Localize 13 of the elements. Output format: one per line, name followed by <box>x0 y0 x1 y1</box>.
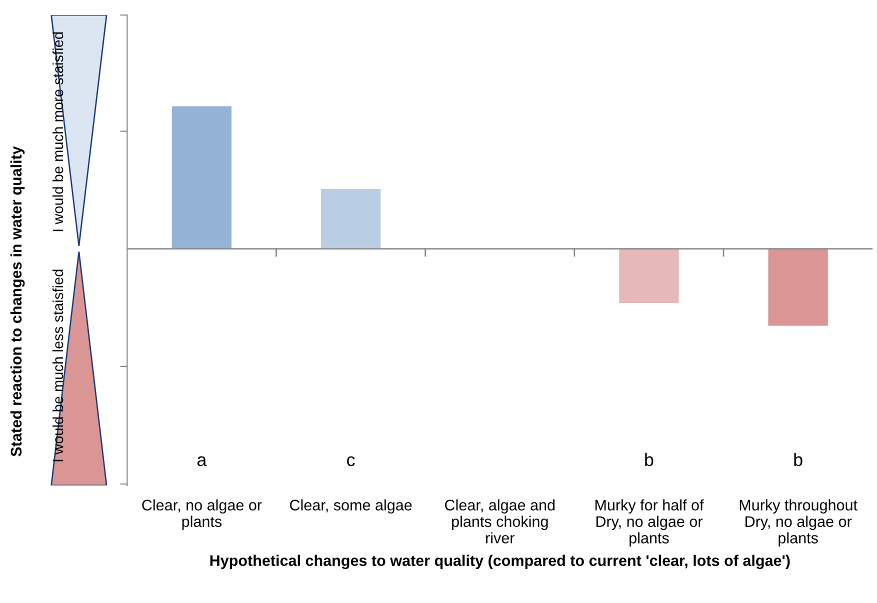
text: b <box>794 452 802 466</box>
x-tick-label: Murky throughout Dry, no algae or plants <box>740 499 858 546</box>
x-tick-label: Clear, no algae or plants <box>142 499 262 530</box>
text: Stated reaction to changes in water quality <box>10 146 25 456</box>
x-tick-label: Murky for half of Dry, no algae or plants <box>595 499 704 546</box>
text: I would be much more staisfied <box>52 32 64 232</box>
text: a <box>197 456 207 466</box>
x-tick-label: Clear, some algae <box>290 499 412 514</box>
x-tick-label: Clear, algae and plants choking river <box>445 499 555 544</box>
text: c <box>347 456 355 466</box>
text: I would be much less staisfied <box>52 270 64 462</box>
x-axis-title: Hypothetical changes to water quality (compared to current 'clear, lots of algae') <box>210 554 790 570</box>
text: b <box>645 452 654 466</box>
